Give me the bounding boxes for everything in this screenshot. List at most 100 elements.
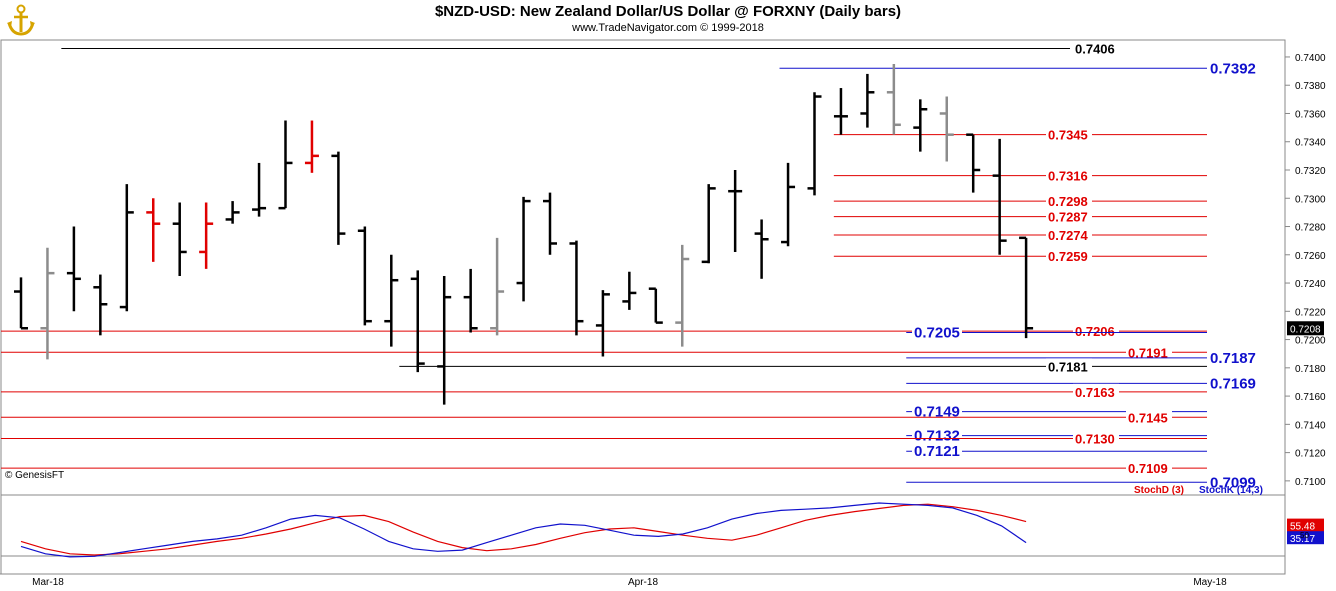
ohlc-bar xyxy=(40,247,55,360)
ohlc-bar xyxy=(172,202,187,276)
y-tick-label: 0.7380 xyxy=(1295,81,1326,92)
x-tick-label: May-18 xyxy=(1193,577,1227,588)
level-label: 0.7316 xyxy=(1048,169,1088,184)
level-label-bg xyxy=(1126,460,1172,477)
chart-subtitle: www.TradeNavigator.com © 1999-2018 xyxy=(572,22,764,34)
level-label-bg xyxy=(1126,344,1172,361)
ohlc-bar xyxy=(992,138,1007,255)
level-label-bg xyxy=(1208,375,1258,392)
level-label-bg xyxy=(1046,126,1092,143)
chart-title: $NZD-USD: New Zealand Dollar/US Dollar @… xyxy=(434,3,902,20)
ohlc-bar xyxy=(146,198,161,262)
ohlc-bar xyxy=(357,226,372,326)
ohlc-bar xyxy=(66,226,81,312)
stoch-series-line xyxy=(20,503,1027,556)
ohlc-bar xyxy=(463,268,478,333)
ohlc-bar xyxy=(595,290,610,357)
level-label: 0.7169 xyxy=(1210,375,1256,392)
legend-stochd: StochD (3) xyxy=(1134,485,1184,496)
level-label-bg xyxy=(912,403,962,420)
ohlc-bar xyxy=(543,192,557,255)
y-tick-label: 0.7200 xyxy=(1295,336,1326,347)
level-label-bg xyxy=(1046,227,1092,243)
ohlc-bar xyxy=(886,64,901,135)
level-label: 0.7206 xyxy=(1075,324,1115,339)
y-tick-label: 0.7320 xyxy=(1295,166,1326,177)
ohlc-bar xyxy=(701,184,716,264)
ohlc-bar xyxy=(252,162,267,217)
level-label-bg xyxy=(1046,167,1092,184)
y-tick-label: 0.7360 xyxy=(1295,109,1326,120)
ohlc-bar xyxy=(966,133,981,193)
y-tick-label: 0.7160 xyxy=(1295,392,1326,403)
x-tick-label: Mar-18 xyxy=(32,577,64,588)
stoch-mid-label: 50 xyxy=(1300,531,1309,540)
ohlc-bar xyxy=(119,184,134,312)
ohlc-bar xyxy=(913,99,928,152)
level-label-bg xyxy=(1046,193,1092,210)
y-tick-label: 0.7300 xyxy=(1295,194,1326,205)
level-label: 0.7187 xyxy=(1210,350,1256,367)
ohlc-bar xyxy=(860,73,875,128)
level-label: 0.7099 xyxy=(1210,474,1256,491)
level-label: 0.7121 xyxy=(914,443,960,460)
legend-stochk: StochK (14,3) xyxy=(1199,485,1263,496)
level-label-bg xyxy=(912,324,962,341)
level-label-bg xyxy=(1046,208,1092,225)
y-tick-label: 0.7260 xyxy=(1295,251,1326,262)
last-price-label: 0.7208 xyxy=(1290,324,1321,335)
level-label: 0.7132 xyxy=(914,428,960,445)
last-price-box xyxy=(1287,321,1324,336)
level-label: 0.7149 xyxy=(914,404,960,421)
ohlc-bar xyxy=(754,219,769,279)
level-label: 0.7287 xyxy=(1048,210,1088,225)
level-label: 0.7259 xyxy=(1048,249,1088,264)
ohlc-bar xyxy=(93,274,108,336)
ohlc-bar xyxy=(304,120,319,173)
ohlc-bar xyxy=(490,237,505,336)
ohlc-bar xyxy=(781,162,796,247)
ohlc-bar xyxy=(807,92,822,196)
ohlc-bar xyxy=(14,277,28,330)
ohlc-bar xyxy=(410,270,425,373)
level-label: 0.7145 xyxy=(1128,410,1168,425)
level-label-bg xyxy=(1126,409,1172,426)
level-label: 0.7130 xyxy=(1075,431,1115,446)
level-label: 0.7298 xyxy=(1048,194,1088,209)
chart-header: $NZD-USD: New Zealand Dollar/US Dollar @… xyxy=(0,0,1336,40)
y-tick-label: 0.7100 xyxy=(1295,477,1326,488)
ohlc-bar xyxy=(278,120,293,210)
level-label-bg xyxy=(912,427,962,444)
level-label: 0.7205 xyxy=(914,325,960,342)
plot-frame xyxy=(0,39,1286,575)
ohlc-bar xyxy=(437,275,452,405)
ohlc-bar xyxy=(516,196,531,302)
level-label-bg xyxy=(1208,60,1258,77)
watermark-text: © GenesisFT xyxy=(5,470,64,481)
level-label-bg xyxy=(1208,474,1258,491)
x-tick-label: Apr-18 xyxy=(628,577,658,588)
level-label-bg xyxy=(1073,383,1119,400)
ohlc-bar xyxy=(1019,236,1034,339)
ohlc-bar xyxy=(648,287,663,324)
ohlc-bar xyxy=(384,254,399,347)
y-tick-label: 0.7400 xyxy=(1295,53,1326,64)
y-tick-label: 0.7180 xyxy=(1295,364,1326,375)
level-label: 0.7191 xyxy=(1128,345,1168,360)
ohlc-bar xyxy=(939,96,954,162)
ohlc-bar xyxy=(675,244,690,347)
ohlc-bar xyxy=(331,151,346,245)
stochd-value-box xyxy=(1287,518,1324,532)
level-label: 0.7392 xyxy=(1210,60,1256,77)
level-label: 0.7163 xyxy=(1075,385,1115,400)
ohlc-bar xyxy=(622,271,637,310)
ohlc-bar xyxy=(569,240,584,336)
y-tick-label: 0.7220 xyxy=(1295,307,1326,318)
level-label: 0.7181 xyxy=(1048,359,1088,374)
level-label-bg xyxy=(1073,40,1119,57)
stochk-value-box xyxy=(1287,531,1324,545)
stochd-value: 55.48 xyxy=(1290,522,1315,533)
ohlc-bar xyxy=(225,201,240,224)
level-label: 0.7406 xyxy=(1075,41,1115,56)
